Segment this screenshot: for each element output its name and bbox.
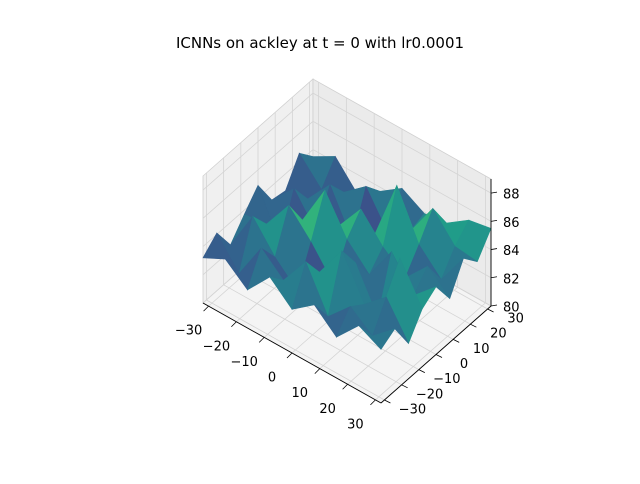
chart-title: ICNNs on ackley at t = 0 with lr0.0001 <box>175 34 465 52</box>
surface-patch <box>358 325 396 350</box>
y-tick-label: −20 <box>416 387 443 402</box>
x-tick-label: −20 <box>203 339 230 354</box>
x-tick <box>203 305 209 312</box>
y-tick <box>418 369 425 374</box>
x-tick <box>231 321 237 328</box>
x-tick <box>370 399 376 406</box>
y-tick-label: −30 <box>399 403 426 418</box>
z-tick-label: 84 <box>503 244 520 259</box>
grid-line-z <box>202 92 314 191</box>
x-tick-label: 20 <box>319 402 336 417</box>
y-tick <box>435 354 443 358</box>
x-tick <box>258 337 265 343</box>
grid-line-y <box>223 284 402 386</box>
z-tick-label: 88 <box>503 188 520 203</box>
z-tick <box>490 248 498 250</box>
x-tick-label: 10 <box>292 386 309 401</box>
x-tick <box>342 383 348 390</box>
x-tick-label: 30 <box>347 417 364 432</box>
y-tick <box>453 338 460 343</box>
z-tick <box>490 304 498 307</box>
grid-line-z <box>202 121 314 219</box>
x-tick-label: 0 <box>268 371 276 386</box>
y-tick-label: 20 <box>490 327 507 342</box>
grid-line-y <box>206 299 385 401</box>
x-tick-label: −30 <box>175 324 202 339</box>
z-tick-label: 82 <box>503 272 520 287</box>
y-tick <box>470 323 477 328</box>
z-tick-label: 80 <box>503 301 520 316</box>
x-tick <box>286 352 293 359</box>
grid-line-z <box>312 120 492 222</box>
x-tick <box>314 368 321 374</box>
grid-line-z <box>312 92 492 194</box>
z-tick-label: 86 <box>503 216 520 231</box>
y-tick <box>401 384 408 389</box>
y-tick <box>384 399 391 404</box>
y-tick <box>487 308 494 313</box>
x-tick-label: −10 <box>230 355 257 370</box>
y-tick-label: 10 <box>473 342 490 357</box>
y-tick-label: 0 <box>460 357 468 372</box>
z-tick <box>490 191 498 194</box>
z-tick <box>490 219 498 222</box>
z-tick <box>490 276 498 279</box>
y-tick-label: 30 <box>507 312 524 327</box>
y-tick-label: −10 <box>433 372 460 387</box>
